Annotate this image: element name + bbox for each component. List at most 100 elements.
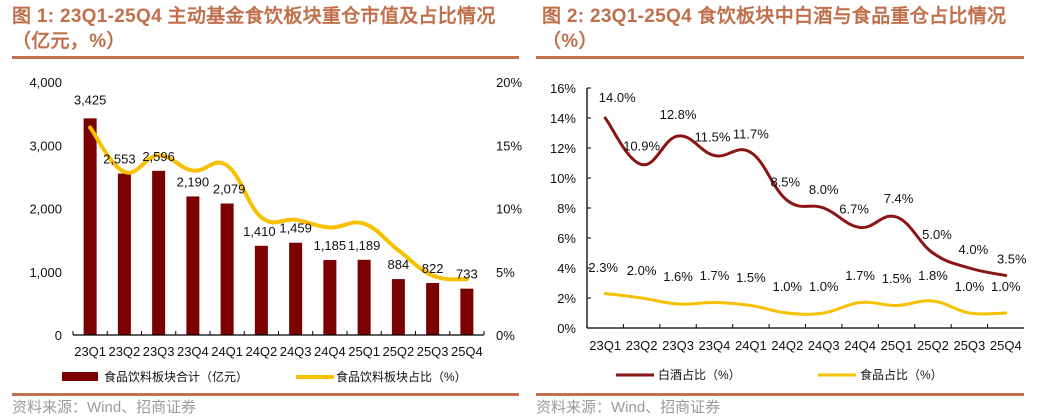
x-axis-tick-label: 25Q2 bbox=[917, 338, 949, 353]
y-axis-tick-label: 6% bbox=[557, 231, 576, 246]
liquor-value-label: 3.5% bbox=[997, 252, 1027, 267]
figure-2-chart: 0% 2% 4% 6% 8% 10% 12% 14% 16% 23Q1 23Q2 23Q3 23Q4 24… bbox=[550, 81, 1027, 382]
bar-23Q4 bbox=[186, 196, 200, 335]
bar-value-label: 822 bbox=[422, 261, 444, 276]
bar-23Q2 bbox=[117, 173, 131, 335]
bar-value-label: 3,425 bbox=[74, 92, 107, 107]
food-value-label: 2.3% bbox=[588, 260, 618, 275]
liquor-value-label: 8.0% bbox=[809, 182, 839, 197]
x-axis-tick-label: 24Q1 bbox=[211, 344, 243, 359]
left-axis-tick-label: 2,000 bbox=[29, 202, 62, 217]
right-axis-tick-label: 10% bbox=[496, 202, 522, 217]
bar-value-label: 2,553 bbox=[103, 152, 136, 167]
x-axis-tick-label: 24Q3 bbox=[808, 338, 840, 353]
liquor-value-label: 12.8% bbox=[660, 107, 697, 122]
right-axis-tick-label: 15% bbox=[496, 138, 522, 153]
liquor-value-label: 11.5% bbox=[695, 130, 731, 145]
x-axis-tick-label: 25Q1 bbox=[348, 344, 380, 359]
figure-1-title-rule bbox=[12, 56, 519, 59]
food-value-label: 1.0% bbox=[772, 279, 802, 294]
bar-value-label: 2,596 bbox=[142, 149, 175, 164]
bar-value-label: 1,189 bbox=[348, 238, 381, 253]
x-axis-tick-label: 25Q3 bbox=[417, 344, 449, 359]
x-axis-tick-label: 23Q1 bbox=[589, 338, 621, 353]
food-value-label: 1.0% bbox=[991, 279, 1021, 294]
bar-25Q2 bbox=[391, 279, 405, 335]
food-value-label: 1.8% bbox=[918, 268, 948, 283]
figure-2-title-line1: 图 2: 23Q1-25Q4 食饮板块中白酒与食品重仓占比情况 bbox=[542, 6, 1007, 27]
right-axis-tick-label: 20% bbox=[496, 75, 522, 90]
figure-2-title: 图 2: 23Q1-25Q4 食饮板块中白酒与食品重仓占比情况 （%） bbox=[542, 4, 1006, 54]
figure-2-title-rule bbox=[536, 56, 1024, 59]
bar-25Q4 bbox=[460, 288, 474, 335]
y-axis-tick-label: 14% bbox=[550, 111, 576, 126]
y-axis-tick-label: 4% bbox=[557, 261, 576, 276]
y-axis-tick-label: 16% bbox=[550, 81, 576, 96]
food-value-label: 1.6% bbox=[663, 269, 693, 284]
bar-value-label: 884 bbox=[388, 257, 410, 272]
figure-1-title: 图 1: 23Q1-25Q4 主动基金食饮板块重仓市值及占比情况 （亿元，%） bbox=[12, 4, 496, 54]
y-axis-tick-label: 8% bbox=[557, 201, 576, 216]
x-axis-tick-label: 23Q1 bbox=[74, 344, 106, 359]
liquor-value-label: 10.9% bbox=[623, 139, 660, 154]
bar-value-label: 1,410 bbox=[243, 224, 276, 239]
x-axis-tick-label: 23Q4 bbox=[699, 338, 731, 353]
bar-24Q3 bbox=[289, 242, 303, 335]
figure-2-footer-rule bbox=[536, 393, 1024, 396]
food-value-label: 2.0% bbox=[627, 263, 657, 278]
food-value-label: 1.0% bbox=[809, 279, 839, 294]
y-axis-tick-label: 0% bbox=[557, 321, 576, 336]
x-axis-tick-label: 23Q2 bbox=[626, 338, 658, 353]
x-axis-tick-label: 24Q3 bbox=[280, 344, 312, 359]
bar-value-label: 2,079 bbox=[213, 182, 246, 197]
figure-1-title-line2: （亿元，%） bbox=[12, 31, 126, 52]
x-axis-tick-label: 24Q1 bbox=[735, 338, 767, 353]
bar-23Q3 bbox=[152, 170, 166, 335]
left-axis-tick-label: 3,000 bbox=[29, 138, 62, 153]
liquor-share-line bbox=[603, 116, 1008, 277]
x-axis-tick-label: 25Q3 bbox=[953, 338, 985, 353]
share-line bbox=[88, 125, 469, 282]
food-value-label: 1.7% bbox=[700, 268, 730, 283]
left-axis-tick-label: 1,000 bbox=[29, 265, 62, 280]
figure-1-panel: 图 1: 23Q1-25Q4 主动基金食饮板块重仓市值及占比情况 （亿元，%） … bbox=[12, 4, 522, 416]
legend-bar-label: 食品饮料板块合计（亿元） bbox=[104, 369, 248, 384]
liquor-value-label: 8.5% bbox=[770, 175, 800, 190]
left-axis-tick-label: 4,000 bbox=[29, 75, 62, 90]
figure-2-title-line2: （%） bbox=[542, 31, 598, 52]
bar-value-label: 1,459 bbox=[279, 221, 312, 236]
liquor-value-label: 6.7% bbox=[839, 202, 869, 217]
bar-24Q4 bbox=[323, 260, 337, 335]
food-value-label: 1.5% bbox=[736, 270, 766, 285]
x-axis-tick-label: 24Q4 bbox=[314, 344, 346, 359]
x-axis-tick-label: 24Q4 bbox=[844, 338, 876, 353]
food-value-label: 1.0% bbox=[955, 279, 985, 294]
liquor-value-label: 7.4% bbox=[884, 191, 914, 206]
legend-bar-swatch bbox=[62, 372, 98, 381]
bar-25Q1 bbox=[357, 259, 371, 335]
x-axis-tick-label: 25Q1 bbox=[881, 338, 913, 353]
bar-value-label: 1,185 bbox=[314, 238, 347, 253]
x-axis-tick-label: 24Q2 bbox=[245, 344, 277, 359]
figure-1-footer-rule bbox=[12, 393, 519, 396]
bar-23Q1 bbox=[83, 118, 97, 336]
figure-2-source: 资料来源：Wind、招商证券 bbox=[536, 399, 721, 416]
x-axis-tick-label: 24Q2 bbox=[771, 338, 803, 353]
figure-1-source: 资料来源：Wind、招商证券 bbox=[12, 399, 197, 416]
bar-25Q3 bbox=[426, 283, 440, 335]
bar-24Q1 bbox=[220, 203, 234, 335]
liquor-value-label: 4.0% bbox=[959, 242, 989, 257]
bar-value-label: 2,190 bbox=[177, 174, 210, 189]
legend-liquor-label: 白酒占比（%） bbox=[658, 367, 741, 382]
bar-value-label: 733 bbox=[456, 267, 478, 282]
food-share-line bbox=[603, 292, 1008, 316]
figure-1-title-line1: 图 1: 23Q1-25Q4 主动基金食饮板块重仓市值及占比情况 bbox=[12, 6, 496, 27]
y-axis-tick-label: 2% bbox=[557, 291, 576, 306]
x-axis-tick-label: 23Q3 bbox=[662, 338, 694, 353]
figure-2-panel: 图 2: 23Q1-25Q4 食饮板块中白酒与食品重仓占比情况 （%） 0% 2%… bbox=[530, 0, 1057, 417]
legend-line-label: 食品饮料板块占比（%） bbox=[336, 369, 467, 384]
liquor-value-label: 5.0% bbox=[922, 227, 952, 242]
x-axis-tick-label: 23Q2 bbox=[108, 344, 140, 359]
y-axis-tick-label: 12% bbox=[550, 141, 576, 156]
